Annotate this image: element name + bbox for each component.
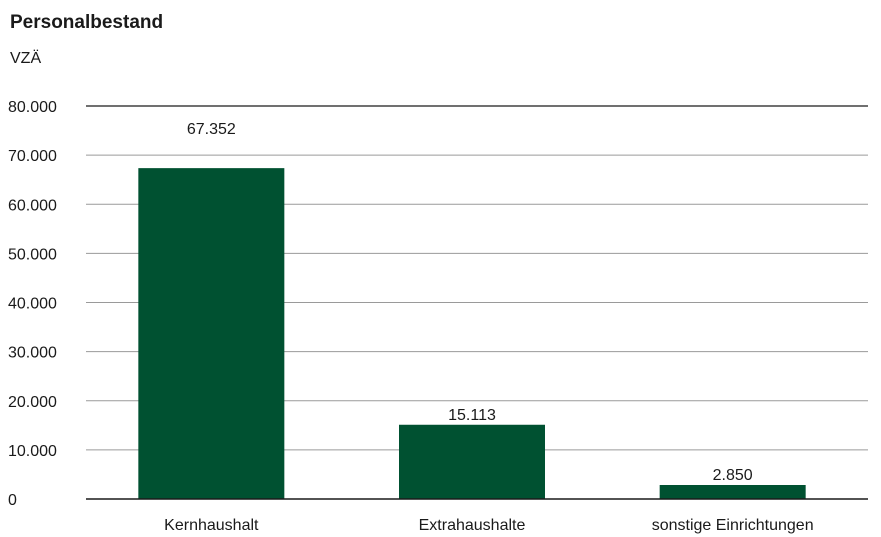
x-tick-label: Extrahaushalte: [419, 517, 526, 534]
bars: [138, 168, 806, 499]
bar: [138, 168, 285, 499]
x-tick-label: Kernhaushalt: [164, 517, 259, 534]
x-tick-label: sonstige Einrichtungen: [652, 517, 814, 534]
y-tick-label: 10.000: [8, 443, 57, 460]
y-tick-label: 80.000: [8, 99, 57, 116]
value-label: 2.850: [713, 467, 753, 484]
y-tick-label: 0: [8, 492, 17, 509]
y-tick-label: 20.000: [8, 394, 57, 411]
y-tick-label: 30.000: [8, 345, 57, 362]
x-axis-category-labels: Kernhaushalt Extrahaushalte sonstige Einri…: [164, 517, 813, 534]
value-label: 67.352: [187, 121, 236, 138]
value-labels: 67.352 15.113 2.850: [187, 121, 753, 484]
bar: [659, 484, 806, 499]
y-axis-unit-label: VZÄ: [10, 50, 42, 67]
y-tick-label: 60.000: [8, 197, 57, 214]
value-label: 15.113: [448, 407, 496, 424]
bar: [399, 424, 545, 499]
y-tick-label: 40.000: [8, 296, 57, 313]
y-axis-tick-labels: 0 10.000 20.000 30.000 40.000 50.000 60.000 70.…: [8, 99, 57, 509]
y-tick-label: 50.000: [8, 246, 57, 263]
chart-title: Personalbestand: [10, 12, 164, 33]
y-tick-label: 70.000: [8, 148, 57, 165]
